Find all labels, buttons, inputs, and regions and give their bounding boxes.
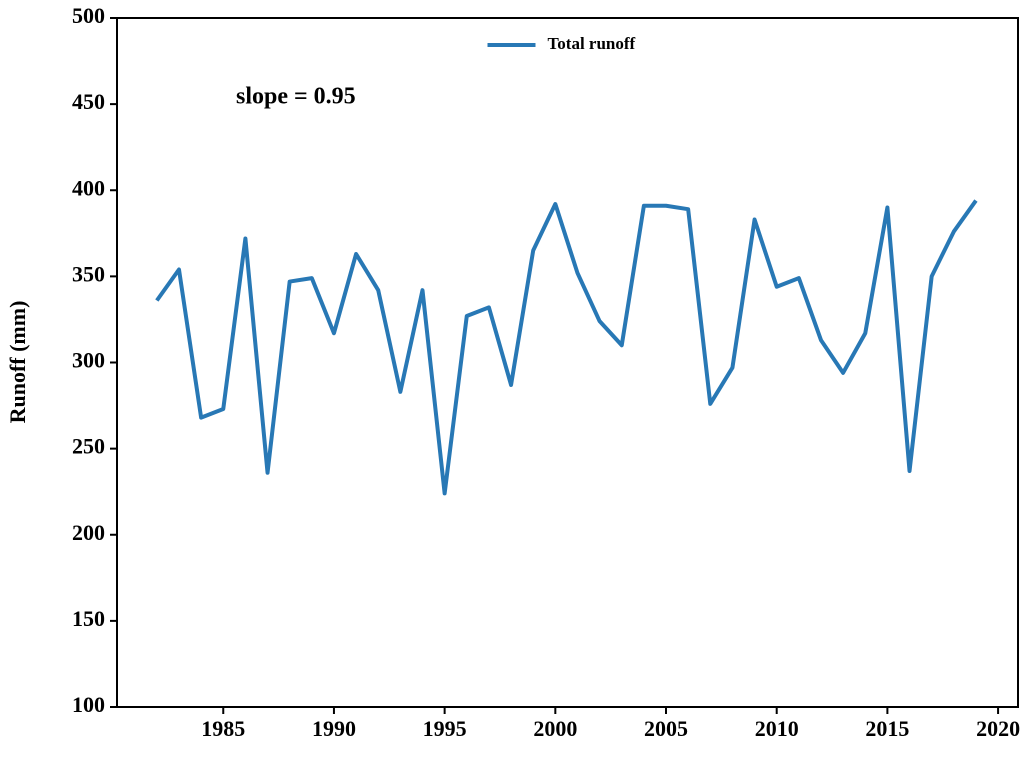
y-tick-label: 300 <box>72 348 105 373</box>
x-tick-label: 2015 <box>865 716 909 741</box>
plot-frame <box>116 17 1019 708</box>
x-tick-label: 2005 <box>644 716 688 741</box>
x-tick-label: 1990 <box>312 716 356 741</box>
x-tick-label: 2000 <box>533 716 577 741</box>
y-tick-label: 150 <box>72 606 105 631</box>
x-tick-label: 1985 <box>201 716 245 741</box>
y-axis-label: Runoff (mm) <box>5 301 30 424</box>
data-line <box>155 199 978 496</box>
y-tick-label: 100 <box>72 692 105 717</box>
annotation: slope = 0.95 <box>236 84 356 110</box>
x-tick-label: 2020 <box>976 716 1020 741</box>
y-tick-label: 200 <box>72 520 105 545</box>
x-tick-label: 1995 <box>423 716 467 741</box>
y-tick-label: 350 <box>72 261 105 286</box>
legend-label: Total runoff <box>548 34 636 53</box>
y-tick-label: 400 <box>72 175 105 200</box>
y-tick-label: 450 <box>72 89 105 114</box>
y-tick-label: 500 <box>72 3 105 28</box>
x-tick-label: 2010 <box>755 716 799 741</box>
y-tick-label: 250 <box>72 434 105 459</box>
